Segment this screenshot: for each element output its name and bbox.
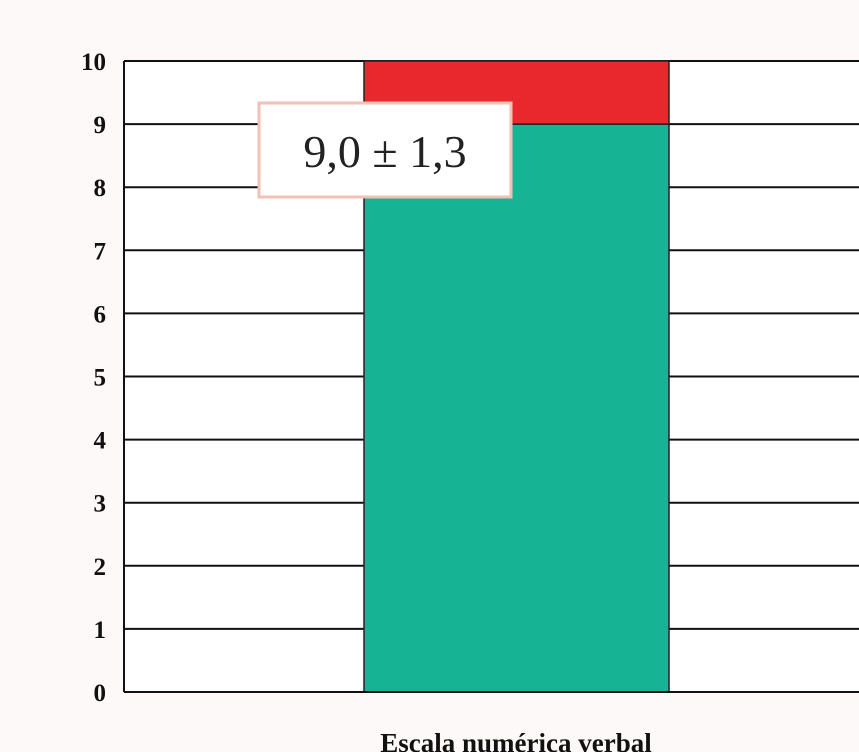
- x-axis-label: Escala numérica verbal: [380, 728, 652, 752]
- y-tick-label: 0: [94, 680, 107, 707]
- annotation-text: 9,0 ± 1,3: [303, 126, 466, 177]
- y-tick-label: 10: [81, 49, 106, 76]
- y-tick-label: 6: [94, 301, 107, 328]
- y-axis-ticks: 0 1 2 3 4 5 6 7 8 9 10: [81, 49, 107, 707]
- y-tick-label: 9: [94, 112, 107, 139]
- y-tick-label: 3: [94, 491, 107, 518]
- bar-segment-0: [363, 123, 670, 693]
- y-tick-label: 2: [94, 554, 107, 581]
- y-tick-label: 8: [94, 175, 107, 202]
- annotation-box: 9,0 ± 1,3: [257, 101, 513, 199]
- y-tick-label: 1: [94, 617, 107, 644]
- y-tick-label: 7: [94, 238, 107, 265]
- y-tick-label: 4: [94, 428, 107, 455]
- y-tick-label: 5: [94, 365, 107, 392]
